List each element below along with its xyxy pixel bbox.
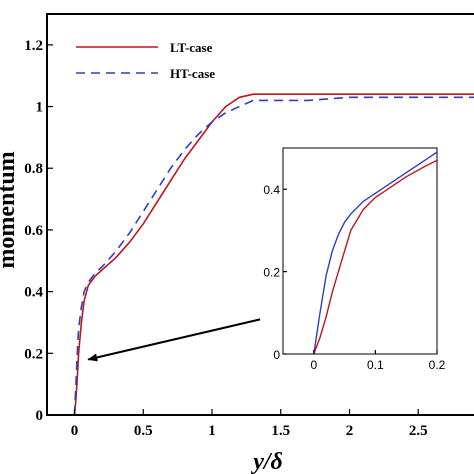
main-y-tick-label: 1 <box>36 100 44 116</box>
x-axis-label: y/δ <box>250 449 283 474</box>
annotation-arrow <box>87 318 261 362</box>
inset-x-tick-label: 0.1 <box>367 358 384 372</box>
main-x-tick-label: 2.5 <box>409 423 428 439</box>
legend: LT-case HT-case <box>76 40 215 81</box>
main-y-tick-label: 1.2 <box>24 38 43 54</box>
main-y-tick-label: 0.4 <box>24 285 43 301</box>
inset-x-tick-label: 0 <box>310 358 317 372</box>
inset-plot-frame <box>282 147 438 355</box>
main-series-lt-case-line <box>73 93 474 415</box>
main-x-tick-label: 2 <box>346 423 354 439</box>
main-x-tick-label: 0 <box>71 423 79 439</box>
main-plot-frame <box>46 13 474 416</box>
main-x-tick-label: 1 <box>208 423 216 439</box>
main-plot: 0 0.5 1 1.5 2 2.5 0 0.2 0.4 0.6 0.8 1 1.2 <box>24 13 474 439</box>
inset-plot: 0 0.1 0.2 0 0.2 0.4 <box>263 147 446 372</box>
inset-y-tick-label: 0.4 <box>263 183 280 197</box>
inset-y-tick-label: 0 <box>273 348 280 362</box>
main-series-ht-case-line <box>73 96 474 415</box>
legend-label-lt-case: LT-case <box>170 40 213 55</box>
inset-series-lt-case-line <box>313 159 437 354</box>
main-x-tick-label: 1.5 <box>271 423 290 439</box>
main-y-tick-label: 0.6 <box>24 223 43 239</box>
main-y-tick-label: 0.8 <box>24 161 43 177</box>
inset-y-tick-label: 0.2 <box>263 266 280 280</box>
main-y-tick-label: 0.2 <box>24 346 43 362</box>
y-axis-label: momentum <box>0 151 20 268</box>
inset-series-ht-case-line <box>313 151 437 354</box>
main-x-tick-label: 0.5 <box>134 423 153 439</box>
inset-x-tick-label: 0.2 <box>429 358 446 372</box>
legend-label-ht-case: HT-case <box>170 66 215 81</box>
main-y-tick-label: 0 <box>36 408 44 424</box>
